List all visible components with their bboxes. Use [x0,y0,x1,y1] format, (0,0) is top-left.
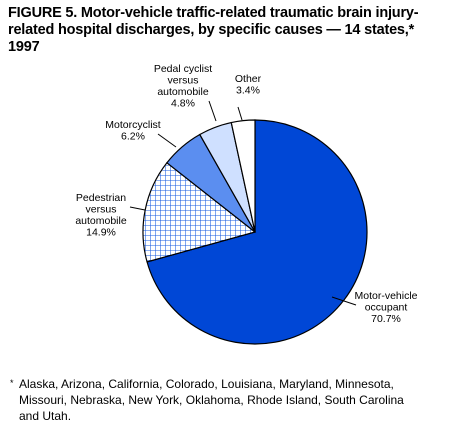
slice-pedestrian-label: Pedestrian versus automobile 14.9% [75,192,127,239]
slice-motorcyclist-label: Motorcyclist 6.2% [105,119,161,143]
slice-pedestrian-leader [129,206,146,211]
slice-motor-vehicle-occupant [146,119,368,345]
chart-title: FIGURE 5. Motor-vehicle traffic-related … [8,5,419,55]
slice-other-leader [237,106,243,121]
slice-other-label: Other 3.4% [235,73,262,97]
footnote-mark: * [10,378,14,388]
slice-motorcyclist-leader [157,133,177,148]
leader-lines [129,100,357,306]
slice-motor-vehicle-occupant-leader [331,296,357,306]
slice-pedal-cyclist-label: Pedal cyclist versus automobile 4.8% [154,63,212,110]
footnote: * Alaska, Arizona, California, Colorado,… [10,376,465,424]
pie-slices [142,119,368,345]
slice-labels: Motor-vehicle occupant 70.7% Pedestrian vers… [75,63,417,325]
slice-other [230,119,256,233]
pie-chart: Motor-vehicle occupant 70.7% Pedestrian vers… [75,63,418,345]
footnote-text: Alaska, Arizona, California, Colorado, L… [19,377,404,423]
slice-pedal-cyclist-leader [208,100,217,122]
slice-pedestrian [142,161,257,263]
slice-motor-vehicle-occupant-label: Motor-vehicle occupant 70.7% [354,290,417,325]
